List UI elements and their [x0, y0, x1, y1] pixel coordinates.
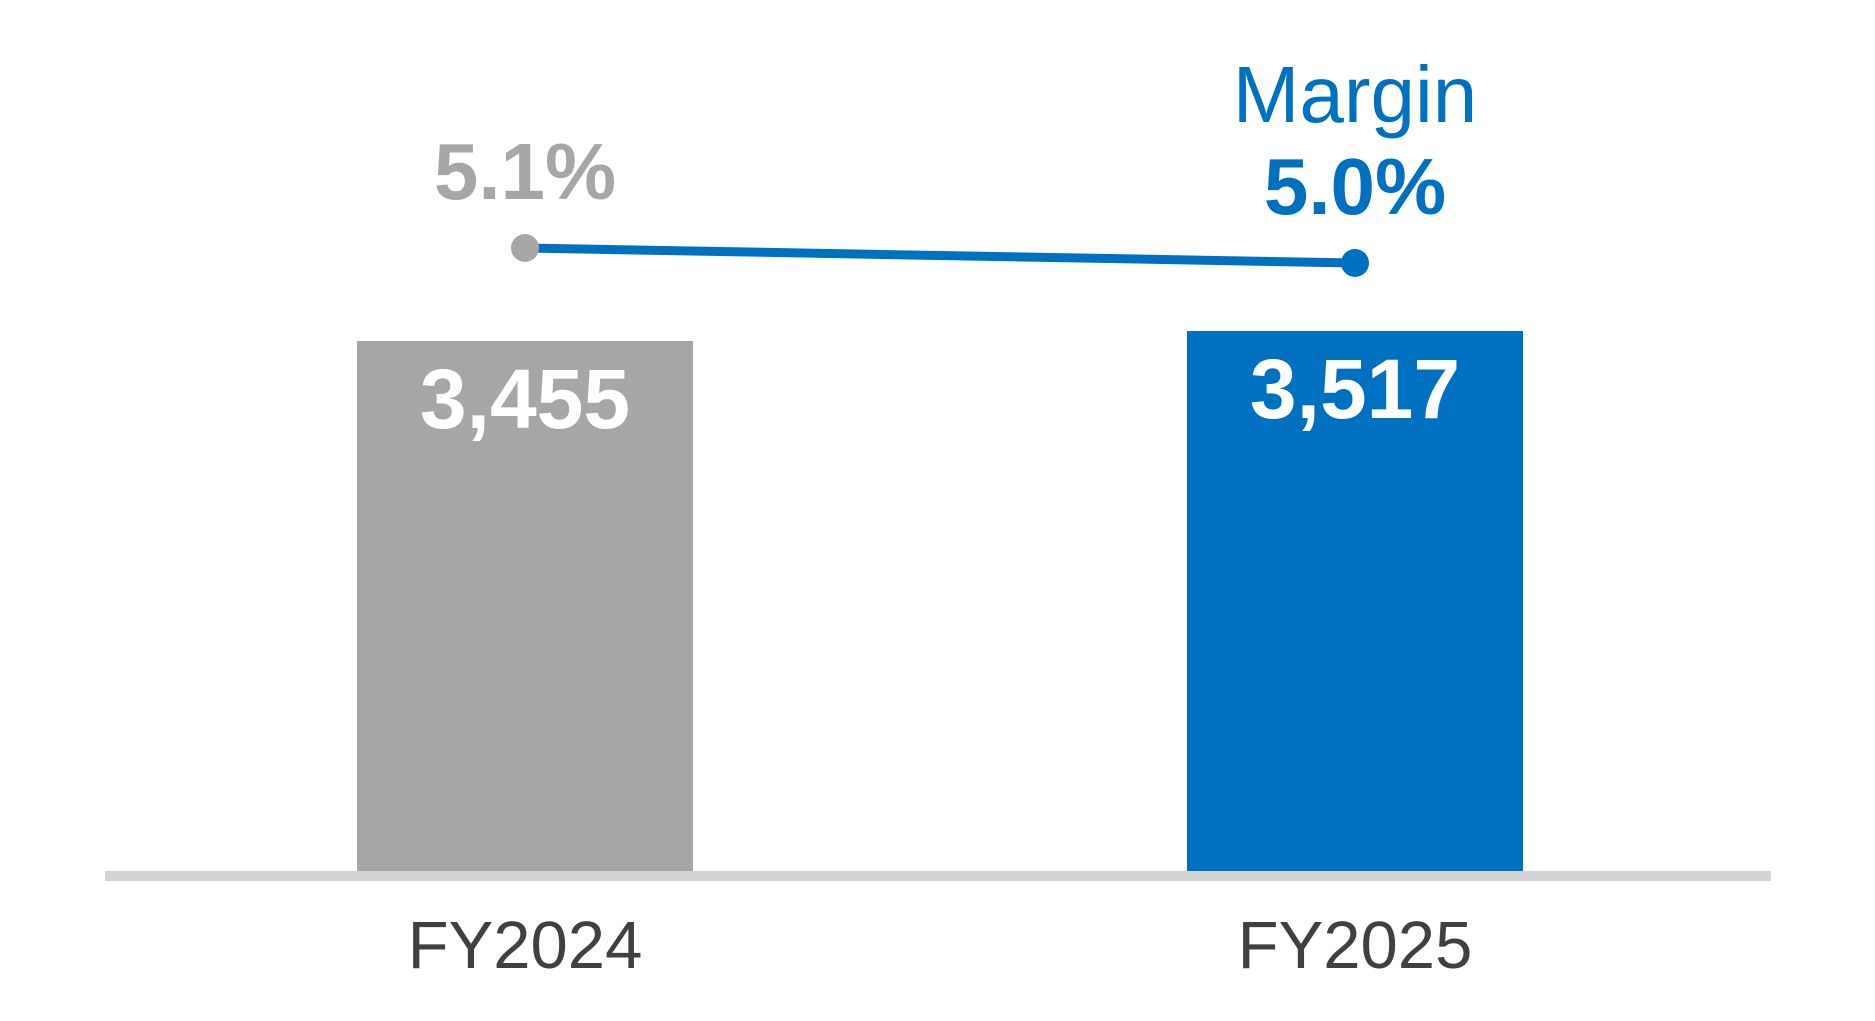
bar-value-label-fy2024: 3,455 [419, 352, 631, 446]
bar-value-label-fy2025: 3,517 [1249, 342, 1461, 436]
margin-legend-group: Margin 5.0% [1233, 49, 1478, 233]
bar-fy2024: 3,455 [357, 341, 693, 874]
margin-value-label-fy2024: 5.1% [433, 127, 617, 216]
margin-value-label-fy2025: 5.0% [1263, 142, 1447, 231]
margin-marker-fy2025 [1341, 249, 1369, 277]
x-axis-label-fy2025: FY2025 [1237, 908, 1473, 983]
x-axis-label-fy2024: FY2024 [407, 908, 643, 983]
margin-line [524, 243, 1356, 268]
x-axis-line [105, 871, 1771, 881]
margin-series-title: Margin [1232, 50, 1478, 139]
margin-marker-fy2024 [511, 234, 539, 262]
bar-fy2025: 3,517 [1187, 331, 1523, 874]
